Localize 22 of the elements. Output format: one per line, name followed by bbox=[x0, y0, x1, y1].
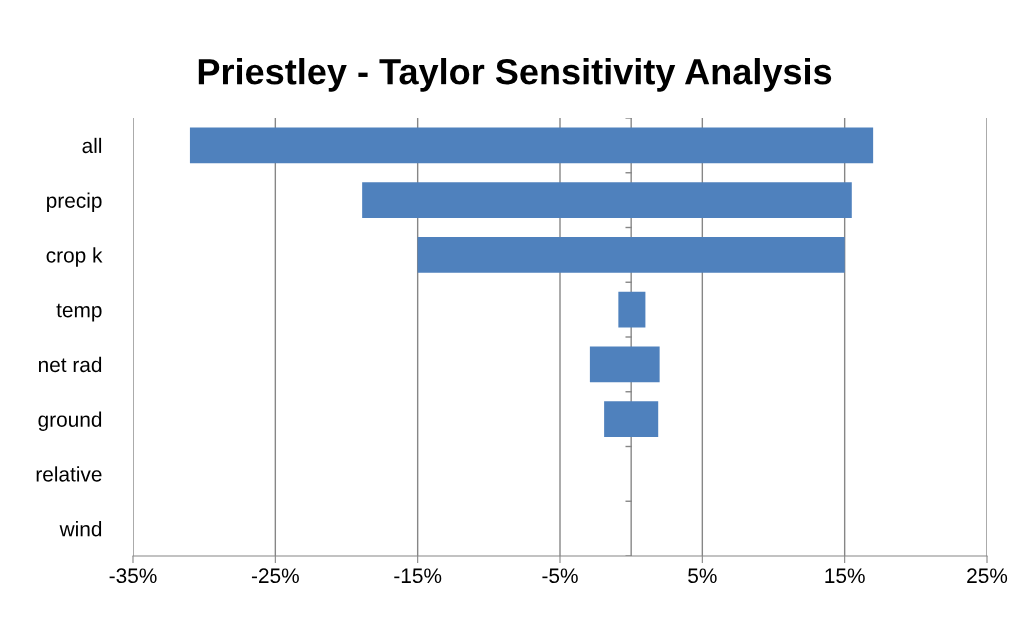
x-tick-label: 5% bbox=[688, 568, 717, 584]
x-tick-label: 15% bbox=[825, 568, 865, 584]
chart-title: Priestley - Taylor Sensitivity Analysis bbox=[198, 58, 832, 92]
x-tick-label: -15% bbox=[394, 568, 442, 584]
x-tick-label: -25% bbox=[251, 568, 299, 584]
x-tick-label: -35% bbox=[109, 568, 157, 584]
bar bbox=[618, 291, 646, 328]
x-tick-label: 25% bbox=[967, 568, 1008, 584]
bar bbox=[362, 182, 852, 218]
y-tick-label: wind bbox=[59, 521, 102, 537]
bar bbox=[604, 401, 659, 437]
y-tick-label: net rad bbox=[38, 356, 102, 373]
y-tick-label: relative bbox=[36, 466, 102, 482]
bar bbox=[589, 346, 660, 383]
x-tick-label: -5% bbox=[542, 568, 578, 584]
bar bbox=[417, 237, 845, 273]
y-tick-label: temp bbox=[56, 303, 102, 322]
y-tick-label: all bbox=[82, 137, 102, 154]
y-tick-label: precip bbox=[47, 192, 102, 212]
y-tick-label: ground bbox=[38, 411, 102, 431]
bar bbox=[189, 127, 874, 164]
y-tick-label: crop k bbox=[46, 247, 103, 267]
